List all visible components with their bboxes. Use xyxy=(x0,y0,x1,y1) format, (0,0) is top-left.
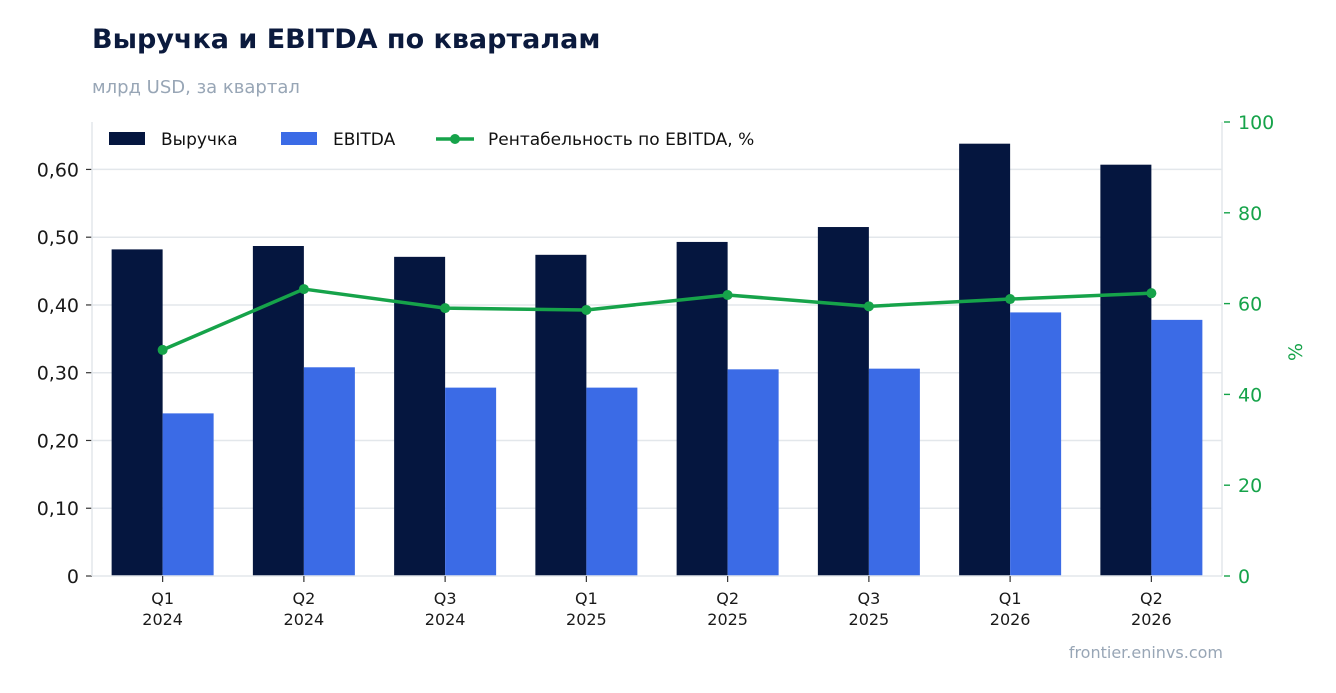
margin-point xyxy=(581,304,592,315)
left-tick-label: 0,40 xyxy=(37,295,79,317)
source-label: frontier.eninvs.com xyxy=(1068,643,1223,662)
ebitda-bar xyxy=(586,387,638,576)
right-tick-label: 60 xyxy=(1238,294,1262,316)
left-tick-label: 0 xyxy=(67,566,79,588)
revenue-bar xyxy=(1100,164,1152,576)
x-tick-label-quarter: Q1 xyxy=(151,589,174,608)
margin-point xyxy=(1146,288,1157,299)
margin-point xyxy=(722,289,733,300)
x-tick-label-year: 2024 xyxy=(284,610,325,629)
revenue-bar xyxy=(394,256,446,576)
right-axis-title: % xyxy=(1285,343,1307,361)
revenue-bar xyxy=(959,143,1011,576)
ebitda-bar xyxy=(868,368,920,576)
margin-point xyxy=(1005,294,1016,305)
x-tick-label-quarter: Q3 xyxy=(857,589,880,608)
right-tick-label: 40 xyxy=(1238,384,1262,406)
left-tick-label: 0,10 xyxy=(37,498,79,520)
left-tick-label: 0,30 xyxy=(37,363,79,385)
revenue-bar xyxy=(252,246,304,576)
x-tick-label-quarter: Q2 xyxy=(716,589,739,608)
margin-point xyxy=(440,303,451,314)
right-tick-label: 20 xyxy=(1238,475,1262,497)
chart-title: Выручка и EBITDA по кварталам xyxy=(92,24,601,55)
x-tick-label-quarter: Q3 xyxy=(434,589,457,608)
x-tick-label-quarter: Q2 xyxy=(1140,589,1163,608)
x-tick-label-year: 2024 xyxy=(425,610,466,629)
legend-swatch-revenue xyxy=(109,132,145,145)
margin-line-path xyxy=(161,287,1152,352)
margin-point xyxy=(863,301,874,312)
margin-line xyxy=(157,284,1157,355)
legend-label-revenue: Выручка xyxy=(161,130,238,150)
x-tick-label-quarter: Q1 xyxy=(575,589,598,608)
x-tick-label-year: 2025 xyxy=(566,610,607,629)
legend-swatch-margin-marker xyxy=(450,134,460,144)
ebitda-bar xyxy=(727,369,779,576)
legend-label-ebitda: EBITDA xyxy=(333,130,396,150)
axes: 0 0,10 0,20 0,30 0,40 0,50 0,60 0 20 40 60 80 100% Q1… xyxy=(37,112,1307,629)
right-tick-label: 0 xyxy=(1238,566,1250,588)
x-tick-label-year: 2026 xyxy=(1131,610,1172,629)
ebitda-bar xyxy=(162,413,214,576)
ebitda-bar xyxy=(445,387,497,576)
left-tick-label: 0,50 xyxy=(37,227,79,249)
ebitda-bar xyxy=(1010,312,1062,576)
bars xyxy=(111,143,1203,576)
ebitda-bar xyxy=(1151,319,1203,576)
ebitda-bar xyxy=(303,367,355,576)
revenue-bar xyxy=(676,241,728,576)
revenue-bar xyxy=(111,249,163,576)
left-tick-label: 0,60 xyxy=(37,159,79,181)
left-tick-label: 0,20 xyxy=(37,430,79,452)
margin-point xyxy=(298,284,309,295)
chart-subtitle: млрд USD, за квартал xyxy=(92,77,300,98)
legend: Выручка EBITDA Рентабельность по EBITDA, % xyxy=(109,130,754,150)
legend-swatch-ebitda xyxy=(281,132,317,145)
revenue-bar xyxy=(817,227,869,576)
x-tick-label-year: 2025 xyxy=(707,610,748,629)
right-tick-label: 80 xyxy=(1238,203,1262,225)
x-tick-label-year: 2025 xyxy=(849,610,890,629)
right-tick-label: 100 xyxy=(1238,112,1274,134)
x-tick-label-year: 2026 xyxy=(990,610,1031,629)
x-tick-label-quarter: Q1 xyxy=(999,589,1022,608)
x-tick-label-year: 2024 xyxy=(142,610,183,629)
revenue-bar xyxy=(535,254,587,576)
margin-point xyxy=(157,344,168,355)
x-tick-label-quarter: Q2 xyxy=(292,589,315,608)
legend-label-margin: Рентабельность по EBITDA, % xyxy=(488,130,754,150)
